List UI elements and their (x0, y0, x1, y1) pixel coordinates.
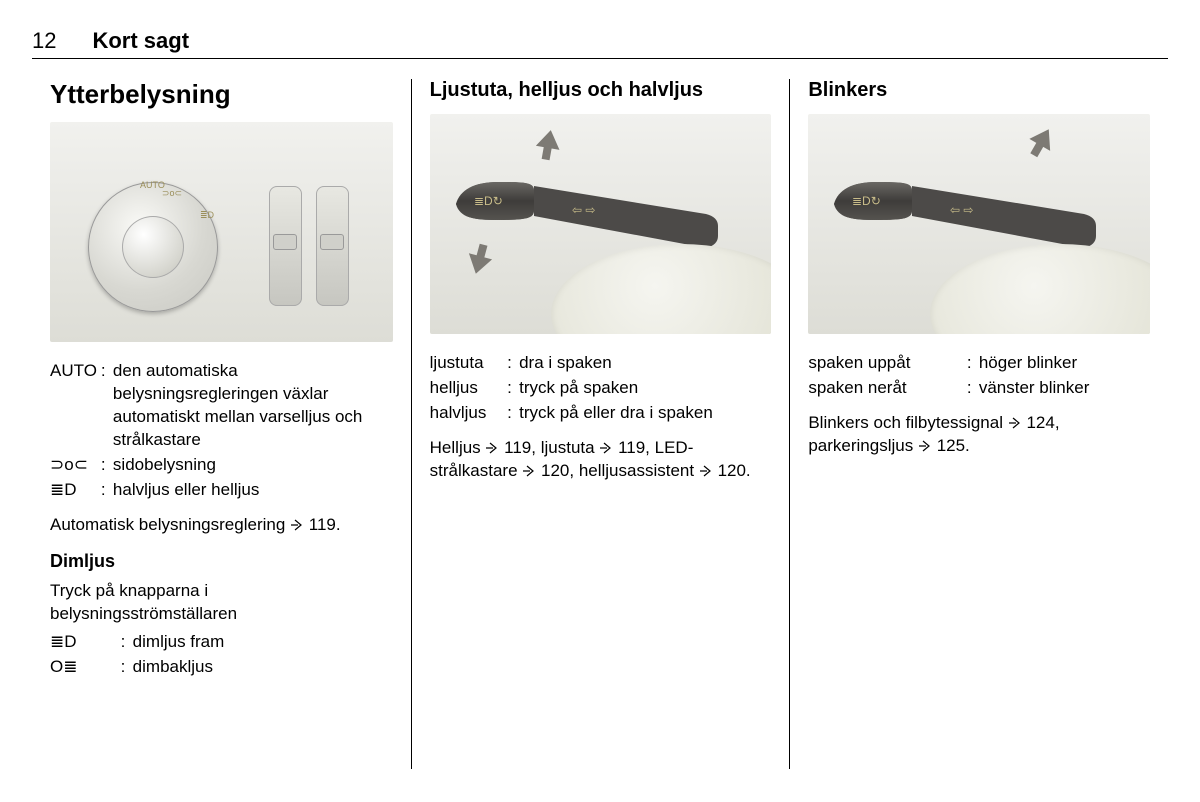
def-text: den automatiska belysningsregleringen vä… (113, 360, 393, 454)
ref-text: Helljus (430, 438, 481, 457)
auto-ref: Automatisk belysningsreglering 119. (50, 514, 393, 537)
col1-title: Ytterbelysning (50, 79, 393, 110)
def-symbol: helljus (430, 377, 507, 402)
ref-page: 124, (1026, 413, 1059, 432)
def-row: ⊃o⊂ : sidobelysning (50, 454, 393, 479)
fog-para: Tryck på knapparna i belysningsströmstäl… (50, 580, 393, 626)
def-row: ≣D : halvljus eller helljus (50, 479, 393, 504)
col1-definitions: AUTO : den automatiska belysningsregleri… (50, 360, 393, 504)
def-row: ljustuta : dra i spaken (430, 352, 772, 377)
col2-definitions: ljustuta : dra i spaken helljus : tryck … (430, 352, 772, 427)
def-symbol: spaken neråt (808, 377, 967, 402)
def-row: spaken neråt : vänster blinker (808, 377, 1150, 402)
def-symbol: spaken uppåt (808, 352, 967, 377)
def-symbol: AUTO (50, 360, 101, 454)
def-text: tryck på spaken (519, 377, 771, 402)
ref-arrow-icon (290, 516, 304, 530)
auto-ref-text: Automatisk belysningsreglering (50, 515, 285, 534)
ref-text: helljusassistent (579, 461, 694, 480)
rearfog-icon: O≣ (50, 656, 121, 681)
ref-text: Blinkers och filbytessignal (808, 413, 1003, 432)
ref-page: 120, (541, 461, 579, 480)
ref-arrow-icon (1008, 414, 1022, 428)
ref-arrow-icon (599, 439, 613, 453)
ref-page: 125. (937, 436, 970, 455)
chapter-title: Kort sagt (92, 28, 189, 54)
ref-page: 119, (618, 438, 655, 457)
ref-text: parkeringsljus (808, 436, 913, 455)
col3-title: Blinkers (808, 79, 1150, 102)
arrow-up-icon (1022, 123, 1063, 166)
col3-definitions: spaken uppåt : höger blinker spaken nerå… (808, 352, 1150, 402)
def-text: dimljus fram (133, 631, 393, 656)
def-text: sidobelysning (113, 454, 393, 479)
def-text: höger blinker (979, 352, 1150, 377)
def-text: tryck på eller dra i spaken (519, 402, 771, 427)
page-header: 12 Kort sagt (32, 28, 1168, 59)
col2-title: Ljustuta, helljus och halvljus (430, 79, 772, 102)
lowbeam-icon: ≣D (50, 479, 101, 504)
column-2: Ljustuta, helljus och halvljus ljustuta … (411, 79, 790, 769)
sidelight-icon: ⊃o⊂ (50, 454, 101, 479)
col3-refs: Blinkers och filbytessignal 124, parkeri… (808, 412, 1150, 458)
ref-arrow-icon (522, 462, 536, 476)
def-text: dra i spaken (519, 352, 771, 377)
def-row: spaken uppåt : höger blinker (808, 352, 1150, 377)
ref-arrow-icon (699, 462, 713, 476)
def-text: halvljus eller helljus (113, 479, 393, 504)
auto-ref-page: 119. (309, 515, 341, 534)
column-3: Blinkers spaken uppåt : höger blinker sp… (789, 79, 1168, 769)
ref-text: ljustuta (541, 438, 595, 457)
def-row: ≣D : dimljus fram (50, 631, 393, 656)
rotary-dial-graphic: AUTO ≣D ⊃o⊂ (88, 182, 218, 312)
def-text: dimbakljus (133, 656, 393, 681)
def-text: vänster blinker (979, 377, 1150, 402)
fog-definitions: ≣D : dimljus fram O≣ : dimbakljus (50, 631, 393, 681)
def-row: AUTO : den automatiska belysningsregleri… (50, 360, 393, 454)
figure-lever-beams (430, 114, 772, 334)
col2-refs: Helljus 119, ljustuta 119, LED-strålkast… (430, 437, 772, 483)
slider-controls-graphic (269, 186, 349, 306)
column-1: Ytterbelysning AUTO ≣D ⊃o⊂ AUTO : den au… (32, 79, 411, 769)
ref-page: 119, (504, 438, 541, 457)
ref-arrow-icon (918, 437, 932, 451)
def-row: helljus : tryck på spaken (430, 377, 772, 402)
def-row: O≣ : dimbakljus (50, 656, 393, 681)
def-row: halvljus : tryck på eller dra i spaken (430, 402, 772, 427)
content-columns: Ytterbelysning AUTO ≣D ⊃o⊂ AUTO : den au… (32, 79, 1168, 769)
figure-lever-blinkers (808, 114, 1150, 334)
ref-arrow-icon (485, 439, 499, 453)
frontfog-icon: ≣D (50, 631, 121, 656)
figure-light-switch: AUTO ≣D ⊃o⊂ (50, 122, 393, 342)
page-number: 12 (32, 28, 56, 54)
arrow-push-icon (533, 128, 564, 164)
def-symbol: halvljus (430, 402, 507, 427)
col1-h3: Dimljus (50, 551, 393, 572)
ref-page: 120. (718, 461, 751, 480)
def-symbol: ljustuta (430, 352, 507, 377)
